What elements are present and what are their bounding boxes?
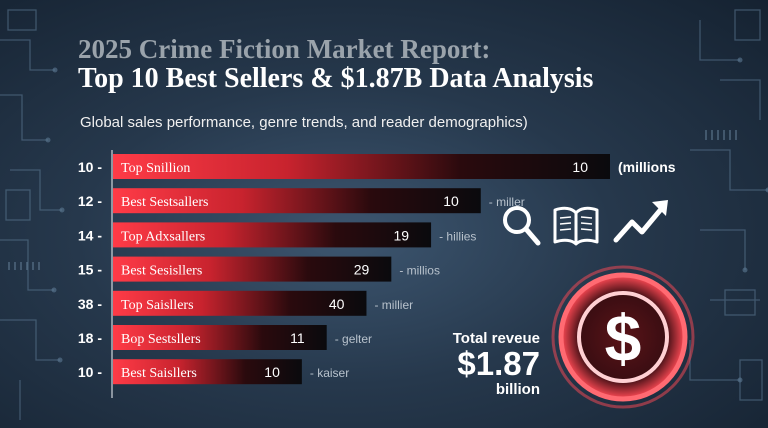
data-label: 10 xyxy=(443,193,459,209)
revenue-value: $1.87 xyxy=(457,345,540,382)
data-label: 10 xyxy=(264,364,280,380)
data-label: 11 xyxy=(290,330,305,346)
open-book-icon xyxy=(553,206,599,246)
bar-series-label: Best Sesisllers xyxy=(121,264,202,279)
bar-series-label: Best Saisllers xyxy=(121,366,197,381)
bar-series-label: Top Adxsallers xyxy=(121,229,205,244)
bar xyxy=(113,188,481,214)
page-title: 2025 Crime Fiction Market Report: Top 10… xyxy=(78,34,593,94)
category-label: 12 - xyxy=(78,193,102,209)
bar xyxy=(113,256,392,282)
bar xyxy=(113,154,610,179)
category-label: 10 - xyxy=(78,364,102,380)
subtitle: Global sales performance, genre trends, … xyxy=(80,114,528,131)
revenue-callout: Total reveue $1.87 billion xyxy=(430,330,540,398)
bar xyxy=(113,222,432,248)
category-label: 38 - xyxy=(78,296,102,312)
unit-label: - hillies xyxy=(439,229,476,243)
data-label: 10 xyxy=(572,159,588,175)
unit-label: - kaiser xyxy=(310,366,349,380)
category-label: 14 - xyxy=(78,227,102,243)
magnifier-icon xyxy=(503,206,541,246)
title-line-1: 2025 Crime Fiction Market Report: xyxy=(78,34,491,64)
title-line-2: Top 10 Best Sellers & $1.87B Data Analys… xyxy=(78,63,594,94)
category-label: 10 - xyxy=(78,159,102,175)
unit-label: - gelter xyxy=(335,332,372,346)
trend-up-icon xyxy=(613,200,668,243)
bar xyxy=(113,359,302,385)
revenue-label: Total reveue xyxy=(452,330,540,347)
category-label: 15 - xyxy=(78,262,102,278)
data-label: 19 xyxy=(394,227,410,243)
bar xyxy=(113,290,367,316)
unit-label: - miller xyxy=(489,195,525,209)
bar-series-label: Bop Sestsllers xyxy=(121,332,201,347)
unit-label: - millier xyxy=(374,298,413,312)
data-label: 40 xyxy=(329,296,345,312)
category-label: 18 - xyxy=(78,330,102,346)
dollar-coin-icon: $ xyxy=(551,265,695,409)
unit-label: (millions xyxy=(618,159,676,175)
data-label: 29 xyxy=(354,262,370,278)
bar-series-label: Best Sestsallers xyxy=(121,195,209,210)
bar-series-label: Top Snillion xyxy=(121,161,190,176)
unit-label: - millios xyxy=(399,264,440,278)
revenue-unit: billion xyxy=(495,381,540,398)
svg-text:$: $ xyxy=(605,301,642,375)
bar xyxy=(113,325,327,350)
bar-series-label: Top Saisllers xyxy=(121,298,194,313)
